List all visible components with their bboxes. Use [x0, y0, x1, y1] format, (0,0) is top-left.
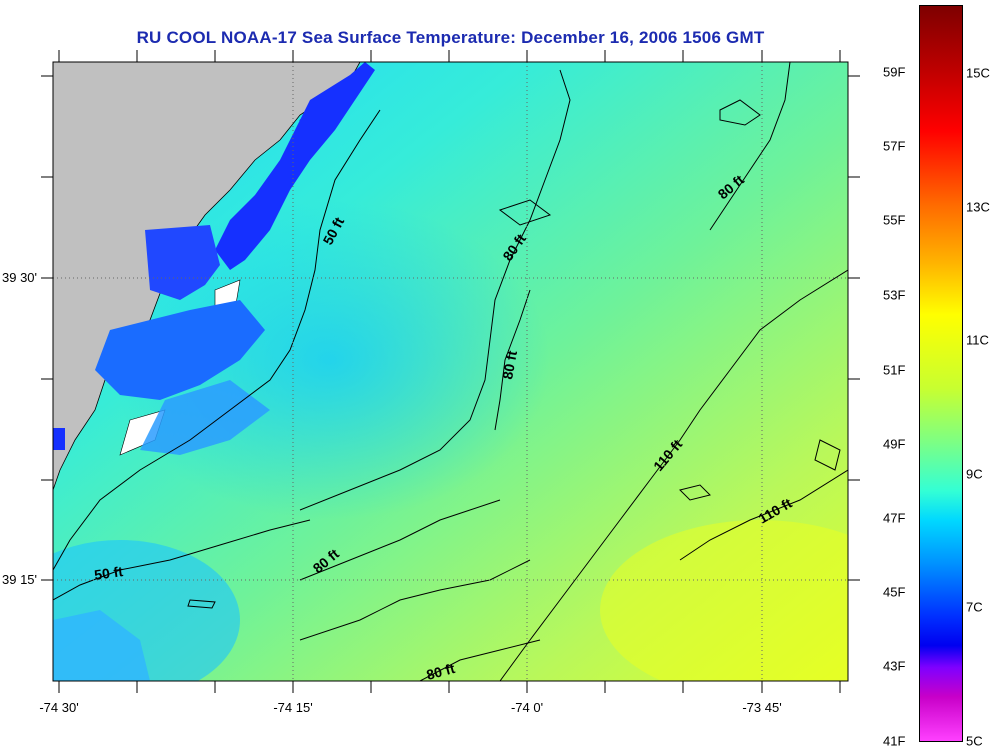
lon-label: -74 30': [39, 700, 79, 715]
depth-label: 80 ft: [425, 660, 457, 683]
cold-coastal-water: [95, 300, 265, 400]
lat-label: 39 30': [2, 270, 38, 285]
contour-shoal: [719, 99, 761, 126]
contour-50ft: [53, 109, 381, 571]
colorbar-f-label: 49F: [883, 436, 906, 452]
colorbar-f-label: 43F: [883, 658, 906, 674]
axis-ticks: [41, 50, 860, 693]
lat-lon-grid: [53, 62, 848, 681]
lon-label: -74 15': [273, 700, 313, 715]
cold-coastal-water: [140, 380, 270, 455]
cold-coastal-water: [53, 610, 150, 681]
contour-shoal: [814, 439, 841, 471]
contour-80ft: [419, 639, 541, 681]
colorbar-f-label: 53F: [883, 287, 906, 303]
colorbar-f-label: 57F: [883, 138, 906, 154]
contour-80ft: [709, 62, 791, 231]
contour-110ft: [679, 469, 848, 561]
colorbar-c-label: 7C: [966, 599, 983, 615]
colorbar-f-label: 55F: [883, 212, 906, 228]
cold-coastal-water: [53, 428, 65, 450]
contour-80ft: [494, 289, 531, 431]
contour-shoal: [679, 484, 711, 501]
colorbar-c-label: 5C: [966, 733, 983, 749]
colorbar-f-label: 41F: [883, 733, 906, 749]
colorbar-c-label: 15C: [966, 65, 990, 81]
lon-label: -73 45': [742, 700, 782, 715]
contour-80ft: [299, 559, 531, 641]
colorbar-c-label: 11C: [966, 332, 989, 348]
depth-label: 50 ft: [93, 563, 124, 583]
colorbar-c-label: 9C: [966, 466, 983, 482]
colorbar-f-label: 47F: [883, 510, 906, 526]
lat-label: 39 15': [2, 572, 38, 587]
colorbar-c-label: 13C: [966, 199, 990, 215]
colorbar-f-label: 51F: [883, 362, 906, 378]
contour-80ft: [299, 499, 501, 581]
depth-contours: [53, 62, 848, 681]
warm-water-patch: [600, 520, 848, 681]
map-title: RU COOL NOAA-17 Sea Surface Temperature:…: [136, 28, 765, 47]
contour-110ft: [499, 269, 848, 681]
depth-label: 80 ft: [499, 349, 520, 380]
colorbar-f-label: 59F: [883, 64, 906, 80]
contour-shoal: [498, 199, 552, 226]
lon-label: -74 0': [510, 700, 544, 715]
contour-80ft: [299, 69, 571, 511]
cold-coastal-water: [215, 62, 375, 270]
contour-50ft: [53, 519, 311, 601]
cold-coastal-water: [145, 225, 220, 300]
map-frame: [52, 61, 849, 682]
colorbar-f-label: 45F: [883, 584, 906, 600]
contour-shoal: [187, 599, 216, 609]
temperature-colorbar: [919, 5, 963, 742]
